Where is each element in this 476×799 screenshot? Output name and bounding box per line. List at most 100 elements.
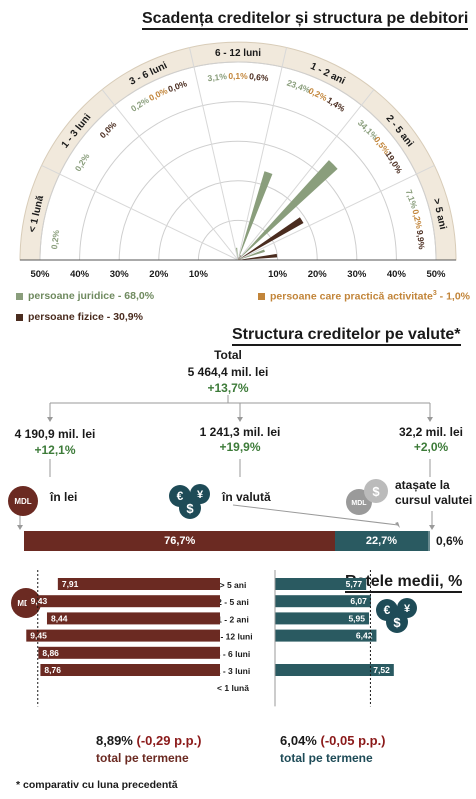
currency-structure-title: Structura creditelor pe valute* bbox=[232, 326, 461, 346]
svg-text:¥: ¥ bbox=[197, 489, 204, 501]
rates-category-label: < 1 lună bbox=[217, 683, 249, 693]
legend-swatch-dark bbox=[16, 313, 23, 321]
rates-val-value: 6,42 bbox=[356, 631, 373, 641]
rates-val-bar bbox=[275, 595, 371, 608]
rates-category-label: > 5 ani bbox=[220, 580, 247, 590]
polar-grid-arc bbox=[39, 61, 437, 261]
polar-axis-tick: 50% bbox=[30, 269, 50, 280]
svg-text:$: $ bbox=[372, 484, 380, 499]
legend-activitate-label: persoane care practică activitate3 - 1,0… bbox=[270, 290, 471, 303]
rates-chart: > 5 ani 7,91 5,77 2 - 5 ani 9,43 6,07 1 - 2 an… bbox=[26, 570, 394, 707]
rates-category-label: 2 - 5 ani bbox=[217, 597, 249, 607]
rates-mdl-bar bbox=[38, 646, 221, 659]
svg-text:$: $ bbox=[186, 501, 194, 516]
polar-grid-arc bbox=[197, 219, 279, 261]
legend-fizice-label: persoane fizice - 30,9% bbox=[28, 311, 143, 323]
currency-rates-icon: € ¥ $ bbox=[376, 598, 417, 633]
polar-sector-line bbox=[237, 164, 435, 261]
atasate-change: +2,0% bbox=[413, 440, 449, 454]
total-val-change: (-0,05 p.p.) bbox=[320, 733, 386, 748]
mdl-badge-icon: MDL bbox=[8, 486, 38, 516]
stack-label-atasate: 0,6% bbox=[436, 534, 464, 548]
total-mdl-label: total pe termene bbox=[96, 751, 189, 765]
polar-value-label: 7,1% bbox=[404, 188, 420, 210]
legend-juridice-label: persoane juridice - 68,0% bbox=[28, 290, 155, 302]
polar-chart-title: Scadența creditelor și structura pe debi… bbox=[142, 10, 469, 30]
polar-axis-tick: 20% bbox=[149, 269, 169, 280]
polar-grid-arc bbox=[118, 140, 358, 261]
rates-val-bar bbox=[275, 629, 377, 642]
rates-mdl-bar bbox=[57, 578, 220, 590]
polar-grid-arc bbox=[158, 180, 318, 261]
rates-title: Ratele medii, % bbox=[345, 573, 463, 593]
legend-swatch-orange bbox=[258, 292, 265, 300]
rates-mdl-bar bbox=[40, 664, 220, 676]
svg-text:¥: ¥ bbox=[404, 603, 411, 615]
polar-value-label: 0,0% bbox=[98, 119, 119, 140]
total-change: +13,7% bbox=[207, 381, 249, 395]
total-value: 5 464,4 mil. lei bbox=[187, 365, 269, 379]
rates-mdl-bar bbox=[26, 629, 221, 642]
polar-value-label: 0,0% bbox=[167, 78, 189, 94]
polar-bar bbox=[238, 160, 338, 260]
polar-bar bbox=[238, 253, 278, 260]
polar-sector-line bbox=[237, 47, 287, 261]
total-mdl: 8,89% (-0,29 p.p.) bbox=[96, 733, 202, 748]
polar-axis-tick: 30% bbox=[110, 269, 130, 280]
polar-axis-tick: 50% bbox=[426, 269, 446, 280]
polar-axis-tick: 40% bbox=[70, 269, 90, 280]
rates-val-bar bbox=[275, 612, 370, 625]
polar-sector-line bbox=[41, 164, 239, 261]
stack-segment: 76,7% bbox=[24, 531, 336, 551]
rates-mdl-value: 9,45 bbox=[30, 631, 47, 641]
polar-bar bbox=[236, 247, 238, 260]
polar-value-label: 0,0% bbox=[147, 85, 169, 103]
rates-mdl-value: 8,76 bbox=[44, 665, 61, 675]
polar-axis-tick: 10% bbox=[268, 269, 288, 280]
total-val-value: 6,04% bbox=[280, 733, 317, 748]
total-val: 6,04% (-0,05 p.p.) bbox=[280, 733, 386, 748]
rates-val-bar bbox=[275, 664, 394, 676]
polar-value-label: 0,6% bbox=[249, 71, 270, 83]
polar-bar bbox=[238, 217, 304, 260]
atasate-label-line2: cursul valutei bbox=[395, 493, 473, 507]
polar-value-label: 0,2% bbox=[73, 151, 92, 173]
total-mdl-change: (-0,29 p.p.) bbox=[136, 733, 202, 748]
footnote: * comparativ cu luna precedentă bbox=[16, 779, 178, 791]
currency-connectors bbox=[17, 395, 435, 530]
rates-mdl-value: 8,44 bbox=[51, 613, 68, 623]
lei-value: 4 190,9 mil. lei bbox=[14, 427, 96, 441]
valuta-value: 1 241,3 mil. lei bbox=[199, 425, 281, 439]
polar-sector-line bbox=[189, 47, 239, 261]
rates-category-label: 1 - 2 ani bbox=[217, 614, 249, 624]
total-val-label: total pe termene bbox=[280, 751, 373, 765]
valuta-label: în valută bbox=[222, 490, 271, 504]
polar-value-label: 9,9% bbox=[415, 229, 427, 250]
svg-text:$: $ bbox=[393, 615, 401, 630]
polar-grid-arc bbox=[79, 101, 397, 261]
mdl-currency-icon: MDL $ bbox=[346, 479, 388, 515]
rates-val-value: 5,77 bbox=[346, 579, 363, 589]
currency-stacked-bar: 76,7% 22,7% bbox=[24, 531, 430, 551]
polar-value-label: 19,0% bbox=[383, 149, 405, 175]
rates-mdl-value: 8,86 bbox=[42, 648, 59, 658]
polar-value-label: 3,1% bbox=[207, 71, 228, 83]
polar-value-label: 0,2% bbox=[49, 229, 61, 250]
total-label: Total bbox=[214, 348, 242, 362]
polar-value-label: 0,1% bbox=[228, 71, 248, 81]
rates-mdl-bar bbox=[46, 612, 221, 625]
polar-sector-line bbox=[237, 89, 375, 261]
rates-category-label: 6 - 12 luni bbox=[213, 632, 252, 642]
polar-axis-tick: 20% bbox=[308, 269, 328, 280]
svg-text:€: € bbox=[177, 489, 184, 503]
polar-axis-tick: 10% bbox=[189, 269, 209, 280]
rates-val-bar bbox=[275, 578, 367, 590]
polar-category-label: 6 - 12 luni bbox=[215, 48, 261, 59]
polar-sector-line bbox=[101, 89, 239, 261]
rates-category-label: 1 - 3 luni bbox=[216, 666, 250, 676]
legend-activitate: persoane care practică activitate3 - 1,0… bbox=[258, 290, 470, 303]
polar-value-label: 1,4% bbox=[325, 95, 347, 114]
stack-segment bbox=[427, 531, 430, 551]
polar-value-label: 0,2% bbox=[410, 208, 424, 230]
